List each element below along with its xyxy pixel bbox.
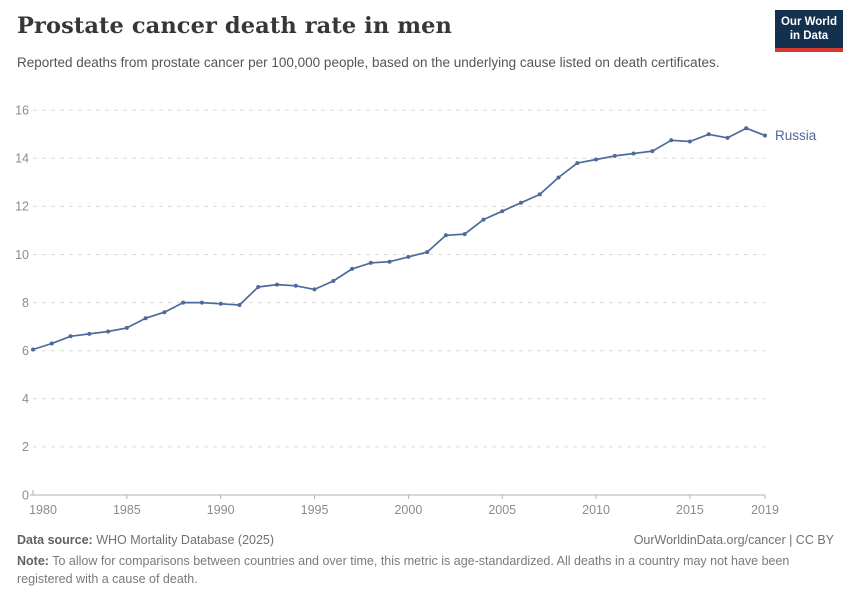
note-text: To allow for comparisons between countri… (17, 554, 790, 587)
data-point (68, 334, 73, 339)
data-point (725, 135, 730, 140)
y-tick-label: 12 (15, 200, 29, 214)
owid-logo-box: Our World in Data (775, 10, 843, 48)
data-point (612, 153, 617, 158)
x-tick-label: 1985 (113, 503, 141, 517)
chart-subtitle: Reported deaths from prostate cancer per… (17, 55, 720, 70)
attribution-link[interactable]: OurWorldinData.org/cancer | CC BY (633, 533, 834, 547)
x-tick-label: 2005 (488, 503, 516, 517)
note-label: Note: (17, 554, 49, 569)
series-end-label: Russia (775, 128, 817, 143)
data-point (650, 149, 655, 154)
data-point (443, 233, 448, 238)
y-tick-label: 16 (15, 104, 29, 118)
owid-logo-line2: in Data (789, 30, 829, 43)
data-point (500, 209, 505, 214)
data-source-text: WHO Mortality Database (2025) (92, 533, 275, 547)
y-tick-label: 6 (22, 344, 29, 358)
data-point (387, 259, 392, 264)
data-point (594, 157, 599, 162)
data-point (237, 303, 242, 307)
data-point (481, 217, 486, 222)
data-point (87, 331, 92, 336)
chart-note: Note: To allow for comparisons between c… (17, 552, 834, 588)
data-point (293, 283, 298, 288)
data-point (575, 161, 580, 166)
data-point (350, 266, 355, 271)
data-point (199, 300, 204, 305)
data-source: Data source: WHO Mortality Database (202… (17, 531, 274, 549)
data-point (763, 133, 767, 138)
x-tick-label: 2010 (582, 503, 610, 517)
series-line-russia (32, 127, 766, 351)
data-point (556, 175, 561, 180)
y-tick-label: 10 (15, 248, 29, 262)
data-source-label: Data source: (17, 533, 93, 547)
data-point (124, 325, 129, 330)
data-point (331, 279, 336, 283)
data-point (462, 232, 467, 237)
data-point (218, 301, 223, 306)
data-point (687, 139, 692, 144)
x-tick-label: 2019 (751, 503, 779, 517)
owid-logo-red-stripe (775, 47, 843, 52)
y-tick-label: 0 (22, 488, 29, 502)
series-markers (31, 126, 767, 352)
data-point (275, 282, 279, 287)
data-point (106, 329, 111, 334)
data-point (519, 200, 523, 205)
y-tick-label: 4 (22, 392, 29, 406)
data-point (312, 287, 317, 292)
x-tick-label: 1990 (207, 503, 235, 517)
y-axis-labels: 0 2 4 6 8 10 12 14 16 (15, 104, 29, 503)
x-tick-label: 2000 (394, 503, 422, 517)
owid-logo[interactable]: Our World in Data (775, 10, 843, 52)
data-point (368, 260, 373, 265)
x-axis-labels: 1980 1985 1990 1995 2000 2005 2010 2015 2019 (29, 490, 779, 517)
owid-logo-line1: Our World (780, 16, 837, 28)
y-tick-label: 2 (22, 440, 29, 454)
gridlines (30, 109, 765, 496)
x-tick-label: 1995 (301, 503, 329, 517)
data-point (181, 300, 186, 305)
data-point (143, 316, 148, 321)
data-point (49, 341, 54, 346)
line-chart[interactable]: 0 2 4 6 8 10 12 14 16 1980 1985 1990 1995 2000 2005 201… (0, 0, 850, 528)
data-point (669, 138, 674, 143)
data-point (256, 285, 261, 289)
data-point (406, 254, 411, 259)
data-point (537, 192, 542, 197)
chart-footer: Data source: WHO Mortality Database (202… (17, 531, 834, 588)
data-point (162, 310, 167, 315)
data-point (631, 151, 636, 156)
data-point (744, 126, 749, 131)
x-tick-label: 2015 (676, 503, 704, 517)
data-point (31, 347, 35, 352)
page-title: Prostate cancer death rate in men (17, 13, 453, 39)
y-tick-label: 14 (15, 152, 29, 166)
data-point (706, 132, 711, 137)
x-tick-label: 1980 (29, 503, 57, 517)
data-point (425, 250, 430, 255)
y-tick-label: 8 (22, 296, 29, 310)
